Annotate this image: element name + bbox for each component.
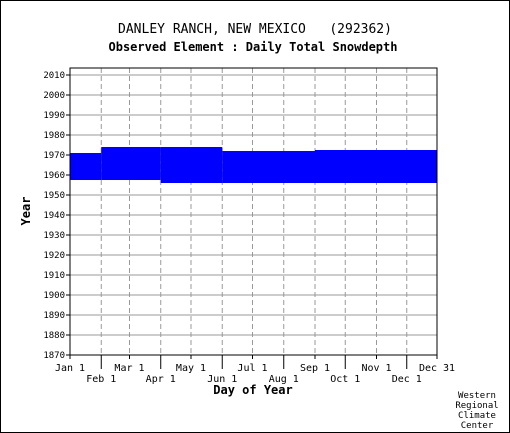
x-tick-label: Mar 1 xyxy=(114,363,144,374)
x-tick-label: Feb 1 xyxy=(86,374,116,385)
credit: Western xyxy=(458,391,496,401)
credit: Center xyxy=(461,421,494,431)
coverage-block xyxy=(222,151,316,183)
plot-frame xyxy=(69,67,438,356)
y-tick-label: 1990 xyxy=(43,111,65,121)
y-tick-label: 1870 xyxy=(43,351,65,361)
y-axis-label: Year xyxy=(19,197,33,226)
y-tick-label: 1950 xyxy=(43,191,65,201)
coverage-block xyxy=(70,153,102,180)
x-tick-label: Oct 1 xyxy=(330,374,360,385)
x-axis-label: Day of Year xyxy=(213,383,292,397)
y-tick-label: 1880 xyxy=(43,331,65,341)
x-tick-label: Nov 1 xyxy=(361,363,391,374)
y-tick-label: 1930 xyxy=(43,231,65,241)
y-tick-label: 2010 xyxy=(43,71,65,81)
y-tick-label: 1960 xyxy=(43,171,65,181)
y-tick-label: 1920 xyxy=(43,251,65,261)
x-tick-label: Dec 31 xyxy=(419,363,455,374)
y-tick-label: 1890 xyxy=(43,311,65,321)
x-tick-label: Apr 1 xyxy=(146,374,176,385)
coverage-block xyxy=(101,147,161,180)
y-tick-label: 1900 xyxy=(43,291,65,301)
y-tick-label: 2000 xyxy=(43,91,65,101)
x-tick-label: May 1 xyxy=(176,363,206,374)
x-tick-label: Jul 1 xyxy=(237,363,267,374)
y-tick-label: 1940 xyxy=(43,211,65,221)
x-tick-label: Jan 1 xyxy=(55,363,85,374)
y-tick-label: 1970 xyxy=(43,151,65,161)
y-tick-label: 1980 xyxy=(43,131,65,141)
credit: Regional xyxy=(455,401,498,411)
coverage-block xyxy=(160,147,223,183)
x-tick-label: Aug 1 xyxy=(269,374,299,385)
y-tick-label: 1910 xyxy=(43,271,65,281)
coverage-block xyxy=(315,150,437,183)
x-tick-label: Dec 1 xyxy=(392,374,422,385)
x-tick-label: Jun 1 xyxy=(207,374,237,385)
x-tick-label: Sep 1 xyxy=(300,363,330,374)
chart-title: DANLEY RANCH, NEW MEXICO (292362) xyxy=(118,22,392,37)
chart-subtitle: Observed Element : Daily Total Snowdepth xyxy=(109,40,398,54)
credit: Climate xyxy=(458,411,496,421)
